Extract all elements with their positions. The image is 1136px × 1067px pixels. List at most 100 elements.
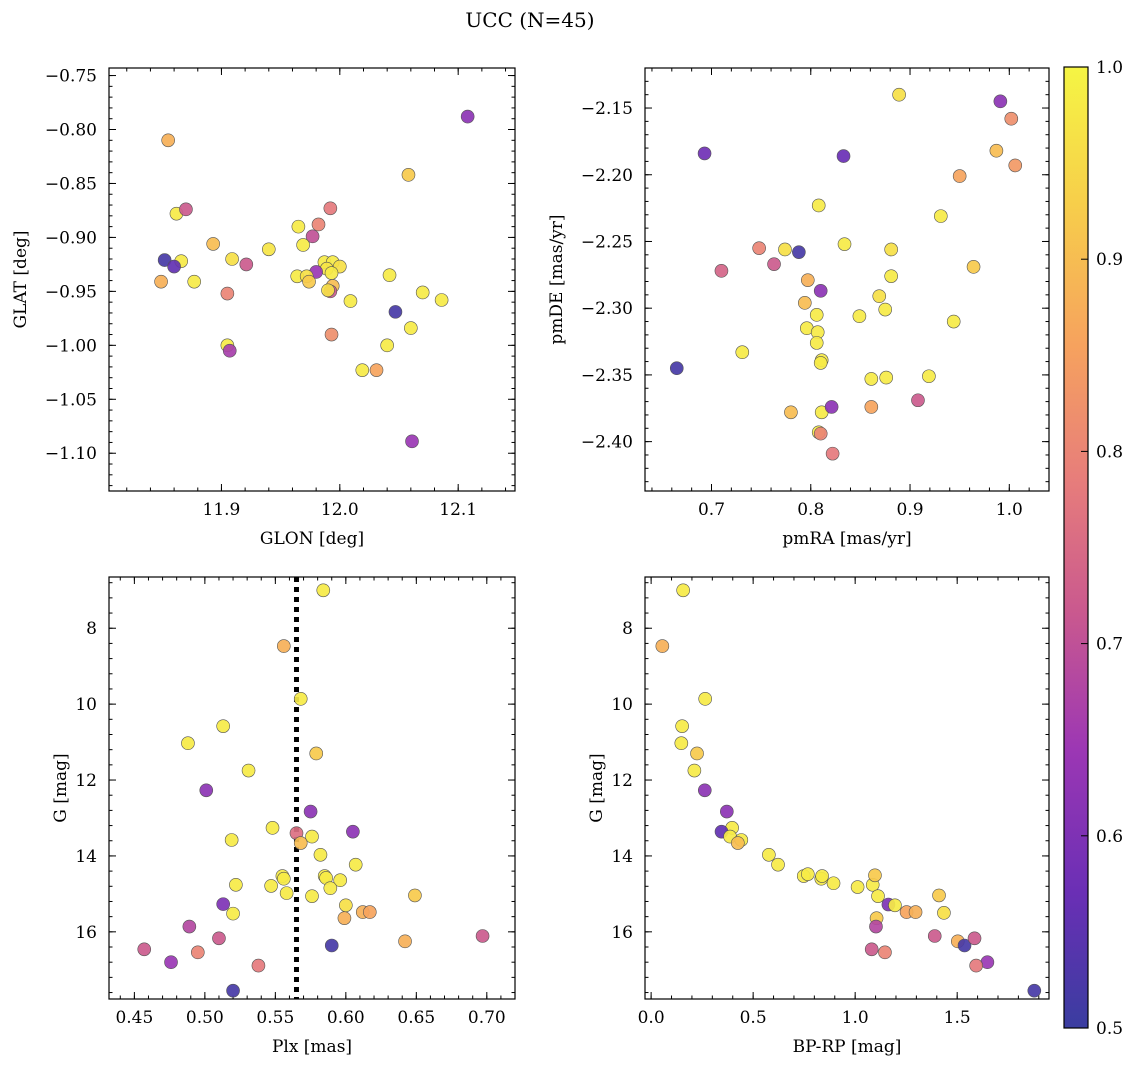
data-point (239, 257, 254, 272)
y-tick-label: −1.00 (45, 336, 97, 356)
colorbar-tick-label: 0.9 (1096, 250, 1123, 270)
data-point (1027, 983, 1042, 998)
y-tick-label: −2.20 (581, 166, 633, 186)
y-tick-label: −1.10 (45, 444, 97, 464)
x-tick-label: 11.9 (203, 500, 241, 520)
data-point (864, 942, 879, 957)
x-tick-label: 0.9 (897, 500, 924, 520)
x-tick-label: 0.65 (397, 1008, 435, 1028)
data-point (348, 857, 363, 872)
y-tick-label: 10 (75, 695, 97, 715)
data-point (690, 746, 704, 761)
points (669, 87, 1023, 461)
data-point (908, 905, 923, 919)
data-point (676, 583, 690, 598)
data-point (969, 958, 983, 973)
data-point (225, 252, 239, 266)
x-tick-label: 0.55 (256, 1008, 294, 1028)
x-axis-label: pmRA [mas/yr] (782, 529, 911, 549)
data-point (293, 692, 308, 706)
data-point (305, 229, 320, 244)
data-point (311, 217, 326, 232)
y-tick-label: −2.30 (581, 299, 633, 319)
data-point (324, 327, 339, 342)
y-tick-label: −0.85 (45, 174, 97, 194)
data-point (809, 336, 824, 350)
data-point (878, 945, 892, 960)
y-tick-label: 14 (75, 847, 97, 867)
y-axis-label: G [mag] (587, 753, 607, 822)
data-point (813, 356, 828, 370)
data-point (167, 259, 181, 274)
data-point (801, 867, 815, 881)
data-point (937, 906, 951, 920)
colorbar-gradient (1063, 66, 1089, 1029)
y-tick-label: 14 (611, 847, 633, 867)
plot-frame (108, 67, 516, 492)
x-tick-label: 1.0 (996, 500, 1023, 520)
x-tick-label: 0.5 (740, 1008, 767, 1028)
data-point (408, 888, 422, 903)
points (137, 577, 490, 999)
data-point (892, 87, 906, 102)
data-point (767, 257, 781, 271)
data-point (212, 931, 226, 946)
data-point (323, 201, 338, 216)
x-tick-label: 0.45 (115, 1008, 153, 1028)
data-point (809, 308, 824, 322)
y-tick-label: −2.40 (581, 433, 633, 453)
colorbar-tick-label: 0.6 (1096, 827, 1123, 847)
y-tick-label: −0.75 (45, 67, 97, 87)
data-point (1004, 111, 1019, 126)
data-point (966, 260, 981, 274)
panel-cmd: 0.0 0.5 1.0 1.5 8 10 12 14 16 BP-RP [mag] G [mag] (587, 576, 1050, 1057)
data-point (825, 446, 840, 461)
data-point (884, 269, 898, 283)
data-point (187, 274, 202, 289)
data-point (380, 338, 394, 353)
data-point (226, 983, 240, 998)
data-point (337, 911, 352, 925)
data-point (697, 146, 712, 161)
data-point (752, 241, 766, 255)
x-tick-label: 0.8 (797, 500, 824, 520)
plot-frame (644, 576, 1050, 1000)
data-point (813, 426, 828, 441)
data-point (836, 149, 851, 163)
data-point (932, 888, 946, 903)
data-point (382, 268, 397, 282)
y-tick-label: 8 (622, 619, 633, 639)
x-axis-label: GLON [deg] (260, 529, 364, 549)
data-point (850, 880, 865, 894)
data-point (800, 273, 815, 287)
data-point (181, 736, 195, 751)
data-point (871, 889, 885, 903)
data-point (157, 253, 172, 267)
data-point (296, 238, 310, 252)
data-point (343, 294, 358, 308)
data-point (309, 746, 324, 761)
data-point (669, 361, 684, 376)
points (154, 109, 475, 449)
data-point (277, 871, 291, 886)
data-point (216, 719, 230, 733)
points (655, 583, 1042, 998)
data-point (911, 393, 925, 408)
data-point (302, 274, 316, 289)
data-point (771, 857, 785, 872)
data-point (305, 889, 319, 903)
data-point (837, 237, 852, 251)
data-point (346, 824, 360, 839)
data-point (321, 283, 335, 298)
data-point (720, 804, 734, 819)
y-tick-label: −0.90 (45, 228, 97, 248)
data-point (324, 938, 339, 953)
data-point (1008, 158, 1023, 173)
y-tick-label: 16 (611, 923, 633, 943)
data-point (241, 763, 256, 778)
data-point (934, 209, 948, 223)
colorbar-tick-label: 0.5 (1096, 1019, 1123, 1039)
y-tick-label: −0.80 (45, 121, 97, 141)
colorbar: 0.5 0.6 0.7 0.8 0.9 1.0 (1063, 58, 1123, 1039)
data-point (279, 886, 294, 900)
